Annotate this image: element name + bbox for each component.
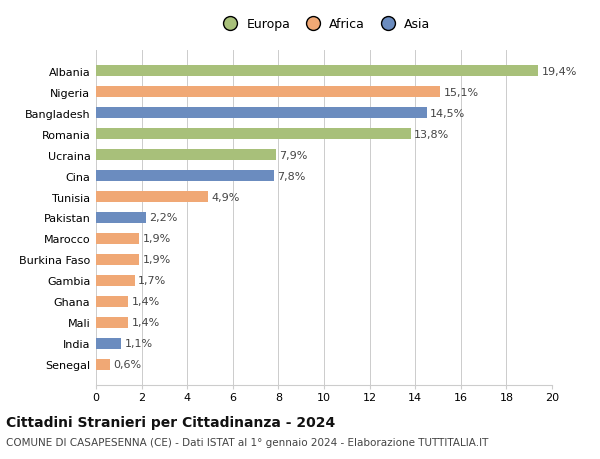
Text: 0,6%: 0,6% xyxy=(113,359,141,369)
Bar xyxy=(96,107,427,119)
Text: 1,1%: 1,1% xyxy=(125,339,152,349)
Text: 1,4%: 1,4% xyxy=(131,318,160,328)
Bar xyxy=(96,359,110,370)
Bar xyxy=(96,296,128,308)
Text: 7,9%: 7,9% xyxy=(280,150,308,160)
Text: 15,1%: 15,1% xyxy=(444,87,479,97)
Bar xyxy=(96,170,274,182)
Bar xyxy=(96,191,208,203)
Text: 4,9%: 4,9% xyxy=(211,192,239,202)
Text: 7,8%: 7,8% xyxy=(277,171,305,181)
Text: 19,4%: 19,4% xyxy=(542,67,577,77)
Bar xyxy=(96,317,128,329)
Bar xyxy=(96,129,410,140)
Text: 1,9%: 1,9% xyxy=(143,234,171,244)
Bar xyxy=(96,275,135,286)
Text: 13,8%: 13,8% xyxy=(414,129,449,139)
Bar xyxy=(96,212,146,224)
Text: 14,5%: 14,5% xyxy=(430,108,465,118)
Bar xyxy=(96,338,121,349)
Text: Cittadini Stranieri per Cittadinanza - 2024: Cittadini Stranieri per Cittadinanza - 2… xyxy=(6,415,335,429)
Text: 2,2%: 2,2% xyxy=(149,213,178,223)
Text: COMUNE DI CASAPESENNA (CE) - Dati ISTAT al 1° gennaio 2024 - Elaborazione TUTTIT: COMUNE DI CASAPESENNA (CE) - Dati ISTAT … xyxy=(6,437,488,447)
Text: 1,7%: 1,7% xyxy=(138,276,166,286)
Bar xyxy=(96,233,139,245)
Bar xyxy=(96,150,276,161)
Bar xyxy=(96,87,440,98)
Text: 1,4%: 1,4% xyxy=(131,297,160,307)
Legend: Europa, Africa, Asia: Europa, Africa, Asia xyxy=(213,13,435,36)
Bar xyxy=(96,66,538,77)
Bar xyxy=(96,254,139,266)
Text: 1,9%: 1,9% xyxy=(143,255,171,265)
